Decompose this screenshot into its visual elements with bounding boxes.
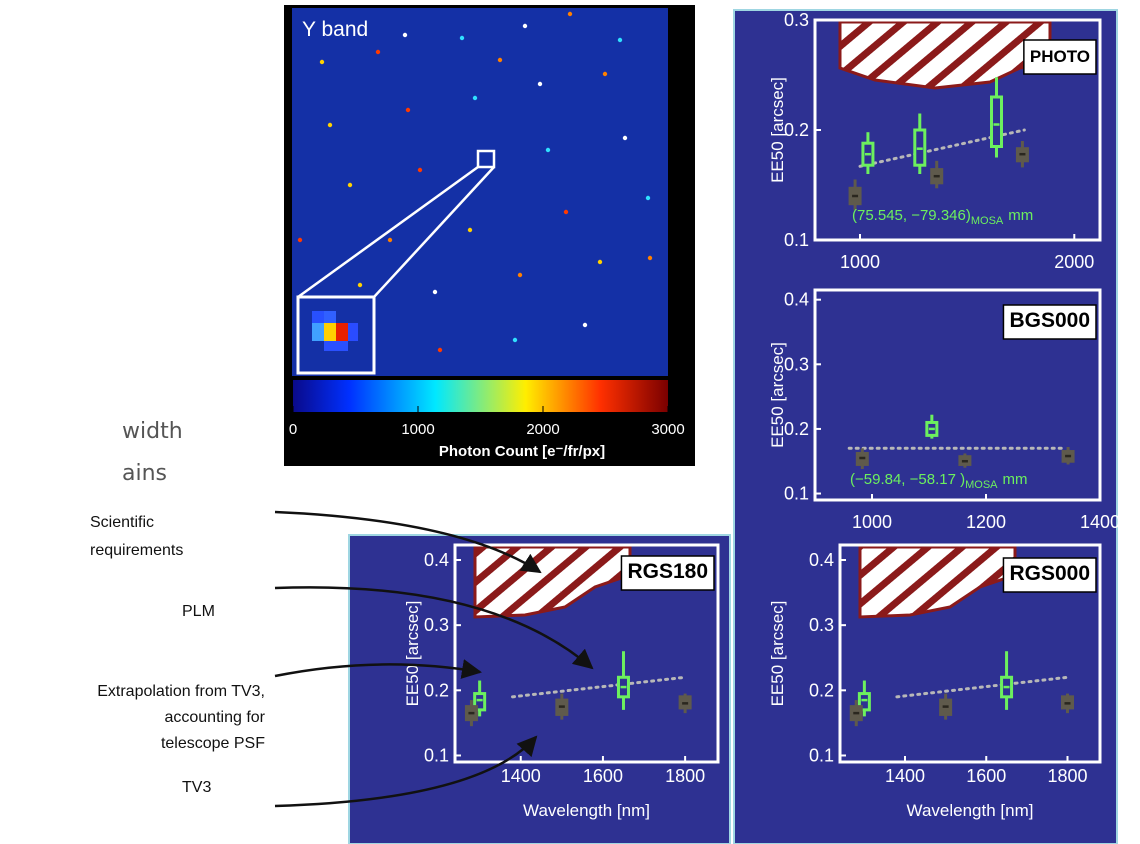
y-tick-label: 0.4 (424, 550, 449, 570)
star (433, 290, 437, 294)
note-text: (75.545, −79.346) (852, 207, 971, 224)
annotation: requirements (90, 542, 183, 559)
pixel (348, 323, 358, 341)
star (388, 238, 392, 242)
annotation: Extrapolation from TV3, (97, 683, 265, 700)
star (460, 36, 464, 40)
y-tick-label: 0.3 (424, 615, 449, 635)
x-tick-label: 1000 (840, 252, 880, 272)
star (298, 238, 302, 242)
y-tick-label: 0.2 (784, 120, 809, 140)
y-tick-label: 0.3 (784, 354, 809, 374)
x-axis-label: Wavelength [nm] (523, 801, 650, 820)
star (538, 82, 542, 86)
star (648, 256, 652, 260)
star (406, 108, 410, 112)
star (468, 228, 472, 232)
x-tick-label: 1800 (1047, 766, 1087, 786)
y-tick-label: 0.3 (784, 10, 809, 30)
x-tick-label: 1600 (583, 766, 623, 786)
star (568, 12, 572, 16)
star (473, 96, 477, 100)
colorbar-tick-label: 3000 (651, 421, 684, 438)
pixel (336, 323, 348, 341)
slide-text: width (122, 419, 183, 444)
box (992, 97, 1002, 147)
y-tick-label: 0.4 (784, 290, 809, 310)
star (403, 33, 407, 37)
star (498, 58, 502, 62)
y-axis-label: EE50 [arcsec] (768, 601, 787, 707)
star (583, 323, 587, 327)
x-tick-label: 1200 (966, 512, 1006, 532)
y-axis-label: EE50 [arcsec] (768, 342, 787, 448)
star (598, 260, 602, 264)
star (513, 338, 517, 342)
x-tick-label: 1400 (885, 766, 925, 786)
pixel (324, 311, 336, 323)
page: {"slide_text": ["width", "ains"], "image… (0, 0, 1140, 844)
panel-tag: BGS000 (1009, 309, 1090, 332)
colorbar-tick-label: 1000 (401, 421, 434, 438)
colorbar (293, 380, 668, 412)
pixel (312, 311, 324, 323)
y-tick-label: 0.1 (784, 484, 809, 504)
star (646, 196, 650, 200)
y-tick-label: 0.1 (809, 745, 834, 765)
y-tick-label: 0.3 (809, 615, 834, 635)
panel-tag: RGS000 (1009, 562, 1090, 585)
annotation: Scientific (90, 514, 154, 531)
x-tick-label: 1400 (1080, 512, 1120, 532)
pixel (324, 341, 348, 351)
star (623, 136, 627, 140)
colorbar-tick-label: 0 (289, 421, 297, 438)
x-tick-label: 1800 (665, 766, 705, 786)
y-tick-label: 0.2 (809, 680, 834, 700)
slide-text: ains (122, 461, 167, 486)
star (546, 148, 550, 152)
x-axis-label: Wavelength [nm] (907, 801, 1034, 820)
panel-tag: PHOTO (1030, 47, 1090, 66)
star (438, 348, 442, 352)
note-sub: MOSA (965, 479, 998, 491)
pixel (324, 323, 336, 341)
band-label: Y band (302, 18, 368, 41)
note-unit: mm (1008, 207, 1033, 224)
star (328, 123, 332, 127)
star (603, 72, 607, 76)
x-tick-label: 2000 (1054, 252, 1094, 272)
star (376, 50, 380, 54)
y-tick-label: 0.4 (809, 550, 834, 570)
star (418, 168, 422, 172)
star (618, 38, 622, 42)
star (518, 273, 522, 277)
colorbar-label: Photon Count [e⁻/fr/px] (439, 443, 605, 460)
annotation: TV3 (182, 779, 211, 796)
star (523, 24, 527, 28)
panel-tag: RGS180 (627, 560, 708, 583)
y-axis-label: EE50 [arcsec] (403, 601, 422, 707)
detector-image: Y band Photon Count [e⁻/fr/px] 0 1000 2000… (284, 5, 695, 466)
star (320, 60, 324, 64)
y-tick-label: 0.1 (784, 230, 809, 250)
star (348, 183, 352, 187)
note-unit: mm (1003, 471, 1028, 488)
colorbar-tick-label: 2000 (526, 421, 559, 438)
x-tick-label: 1600 (966, 766, 1006, 786)
slide: width ains Y band Photon Count [e⁻/fr/px… (0, 0, 1140, 844)
annotation: accounting for (164, 709, 265, 726)
star (564, 210, 568, 214)
note-text: (−59.84, −58.17 ) (850, 471, 965, 488)
annotation: PLM (182, 603, 215, 620)
star (358, 283, 362, 287)
x-tick-label: 1400 (501, 766, 541, 786)
y-tick-label: 0.2 (784, 419, 809, 439)
note-sub: MOSA (971, 215, 1004, 227)
x-tick-label: 1000 (852, 512, 892, 532)
y-tick-label: 0.1 (424, 745, 449, 765)
annotation: telescope PSF (161, 735, 265, 752)
pixel (312, 323, 324, 341)
y-axis-label: EE50 [arcsec] (768, 77, 787, 183)
y-tick-label: 0.2 (424, 680, 449, 700)
